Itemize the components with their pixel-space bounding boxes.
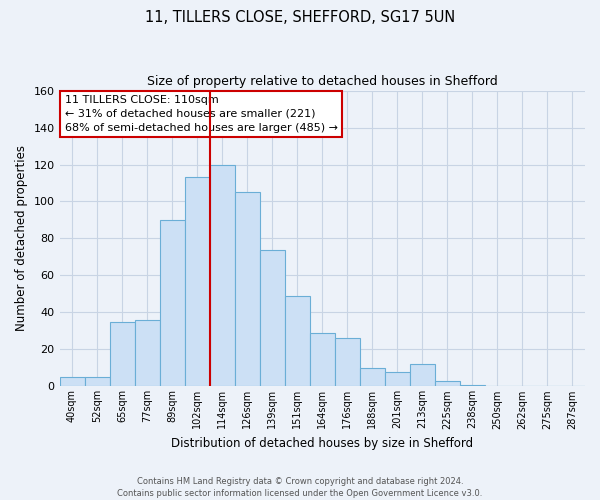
Y-axis label: Number of detached properties: Number of detached properties bbox=[15, 146, 28, 332]
Bar bbox=[59, 377, 85, 386]
Bar bbox=[160, 220, 185, 386]
Bar bbox=[235, 192, 260, 386]
Bar bbox=[185, 178, 209, 386]
Text: Contains HM Land Registry data © Crown copyright and database right 2024.
Contai: Contains HM Land Registry data © Crown c… bbox=[118, 476, 482, 498]
Bar bbox=[209, 164, 235, 386]
Text: 11, TILLERS CLOSE, SHEFFORD, SG17 5UN: 11, TILLERS CLOSE, SHEFFORD, SG17 5UN bbox=[145, 10, 455, 25]
Bar bbox=[385, 372, 410, 386]
Bar bbox=[335, 338, 360, 386]
Title: Size of property relative to detached houses in Shefford: Size of property relative to detached ho… bbox=[147, 75, 497, 88]
Bar bbox=[410, 364, 435, 386]
Bar bbox=[260, 250, 285, 386]
Bar bbox=[110, 322, 134, 386]
Bar bbox=[360, 368, 385, 386]
Bar bbox=[285, 296, 310, 386]
Bar bbox=[134, 320, 160, 386]
Bar bbox=[435, 381, 460, 386]
X-axis label: Distribution of detached houses by size in Shefford: Distribution of detached houses by size … bbox=[171, 437, 473, 450]
Bar bbox=[85, 377, 110, 386]
Bar bbox=[460, 384, 485, 386]
Text: 11 TILLERS CLOSE: 110sqm
← 31% of detached houses are smaller (221)
68% of semi-: 11 TILLERS CLOSE: 110sqm ← 31% of detach… bbox=[65, 95, 338, 133]
Bar bbox=[310, 333, 335, 386]
